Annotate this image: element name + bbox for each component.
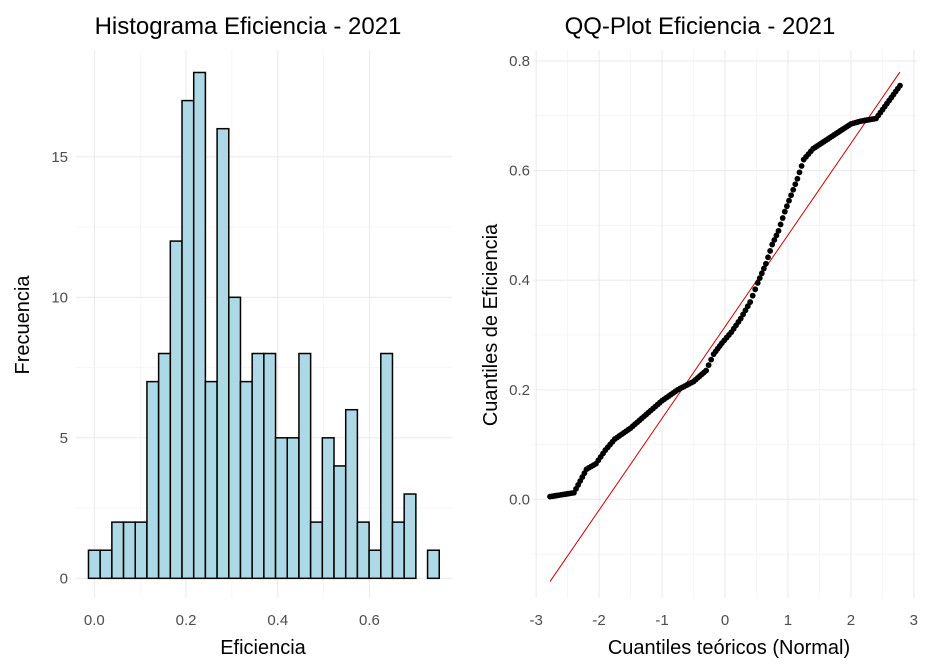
histogram-y-ticks: 0 5 10 15 <box>51 149 68 588</box>
qq-plot-reference-line-segment <box>549 71 901 582</box>
qq-plot-point <box>790 186 797 193</box>
histogram-bar <box>426 549 441 580</box>
qq-plot-point <box>767 248 774 254</box>
qq-plot-point <box>754 280 761 286</box>
histogram-x-axis-label: Eficiencia <box>220 637 306 659</box>
qq-plot-x-tick-label: 0 <box>721 612 729 629</box>
qq-plot-points <box>547 82 903 500</box>
qq-plot-point <box>756 275 763 282</box>
histogram-bar <box>403 493 417 580</box>
qq-plot-x-tick-label: 1 <box>784 612 792 629</box>
qq-plot-reference-line <box>549 71 901 582</box>
histogram-y-axis-label: Frecuencia <box>12 275 34 375</box>
histogram-panel: Histograma Eficiencia - 2021 0.0 0.2 0.4 0.… <box>0 0 465 670</box>
histogram-bar <box>298 352 312 580</box>
histogram-bar <box>344 408 359 580</box>
histogram-bar <box>192 71 207 580</box>
histogram-x-ticks: 0.0 0.2 0.4 0.6 <box>84 612 380 629</box>
qq-plot-y-tick-label: 0.4 <box>509 272 530 289</box>
qq-plot-point <box>765 254 771 261</box>
qq-plot-point <box>781 208 788 215</box>
qq-plot-y-ticks: 0.0 0.2 0.4 0.6 0.8 <box>509 53 530 508</box>
qq-plot-y-axis-label: Cuantiles de Eficiencia <box>480 223 502 426</box>
histogram-bar <box>391 521 405 580</box>
histogram-chart: Histograma Eficiencia - 2021 0.0 0.2 0.4 0.… <box>12 13 452 659</box>
qq-plot-point <box>747 299 754 305</box>
qq-plot-point <box>771 237 778 243</box>
histogram-title: Histograma Eficiencia - 2021 <box>95 13 402 40</box>
qq-plot-chart: QQ-Plot Eficiencia - 2021 -3 -2 -1 0 1 2 3 0.0… <box>480 13 918 659</box>
qq-plot-point <box>769 241 776 248</box>
histogram-bar <box>134 521 148 580</box>
qq-plot-point <box>758 270 765 277</box>
qq-plot-x-tick-label: -2 <box>592 612 605 629</box>
qq-plot-x-ticks: -3 -2 -1 0 1 2 3 <box>529 612 918 629</box>
qq-plot-y-tick-label: 0.2 <box>509 382 530 399</box>
histogram-bar <box>111 521 125 580</box>
qq-plot-point <box>779 215 786 221</box>
qq-plot-point <box>705 362 712 368</box>
histogram-bar <box>263 352 277 580</box>
histogram-bar <box>356 521 370 580</box>
histogram-bar <box>228 296 242 580</box>
histogram-bar <box>321 437 335 580</box>
qq-plot-point <box>775 227 782 234</box>
histogram-bar <box>181 99 195 580</box>
qq-plot-point <box>752 286 759 293</box>
histogram-bar <box>99 549 113 580</box>
qq-plot-point <box>777 221 784 228</box>
histogram-bar <box>169 240 183 580</box>
qq-plot-point <box>798 163 805 169</box>
histogram-x-tick-label: 0.2 <box>176 612 197 629</box>
qq-plot-point <box>784 203 790 210</box>
qq-plot-y-tick-label: 0.6 <box>509 163 530 180</box>
qq-plot-x-tick-label: 3 <box>910 612 918 629</box>
histogram-x-tick-label: 0.0 <box>84 612 105 629</box>
histogram-bar <box>204 380 218 580</box>
qq-plot-title: QQ-Plot Eficiencia - 2021 <box>565 13 836 40</box>
qq-plot-x-tick-label: -1 <box>655 612 668 629</box>
qq-plot-point <box>749 292 756 299</box>
histogram-bar <box>87 549 101 580</box>
qq-plot-point <box>788 192 794 199</box>
qq-plot-point <box>760 265 767 272</box>
qq-plot-point <box>897 82 903 89</box>
qq-plot-x-axis-label: Cuantiles teóricos (Normal) <box>608 637 850 659</box>
histogram-bar <box>274 437 288 580</box>
histogram-bars <box>87 71 441 580</box>
histogram-bar <box>216 127 230 580</box>
qq-plot-point <box>703 367 710 374</box>
histogram-y-tick-label: 15 <box>51 149 68 166</box>
histogram-bar <box>251 352 265 580</box>
histogram-bar <box>239 380 253 580</box>
histogram-y-tick-label: 0 <box>60 570 68 587</box>
histogram-bar <box>146 380 160 580</box>
qq-plot-y-tick-label: 0.8 <box>509 53 530 70</box>
histogram-bar <box>368 549 382 580</box>
qq-plot-x-tick-label: 2 <box>847 612 855 629</box>
qq-plot-point <box>796 169 803 176</box>
histogram-bar <box>286 437 300 580</box>
qq-plot-point <box>792 181 799 188</box>
qq-plot-point <box>794 175 801 182</box>
histogram-bar <box>333 465 347 580</box>
histogram-bar <box>380 352 394 580</box>
qq-plot-x-tick-label: -3 <box>529 612 542 629</box>
qq-plot-grid <box>533 50 917 598</box>
qq-plot-point <box>786 197 792 204</box>
qq-plot-point <box>763 260 769 267</box>
histogram-y-tick-label: 5 <box>60 430 68 447</box>
qq-plot-point <box>708 356 715 363</box>
histogram-bar <box>122 521 136 580</box>
histogram-y-tick-label: 10 <box>51 289 68 306</box>
qq-plot-y-tick-label: 0.0 <box>509 491 530 508</box>
histogram-bar <box>309 521 324 580</box>
qq-plot-point <box>773 232 780 239</box>
histogram-x-tick-label: 0.4 <box>267 612 288 629</box>
qq-plot-panel: QQ-Plot Eficiencia - 2021 -3 -2 -1 0 1 2 3 0.0… <box>465 0 931 670</box>
histogram-x-tick-label: 0.6 <box>359 612 380 629</box>
histogram-bar <box>157 352 172 580</box>
